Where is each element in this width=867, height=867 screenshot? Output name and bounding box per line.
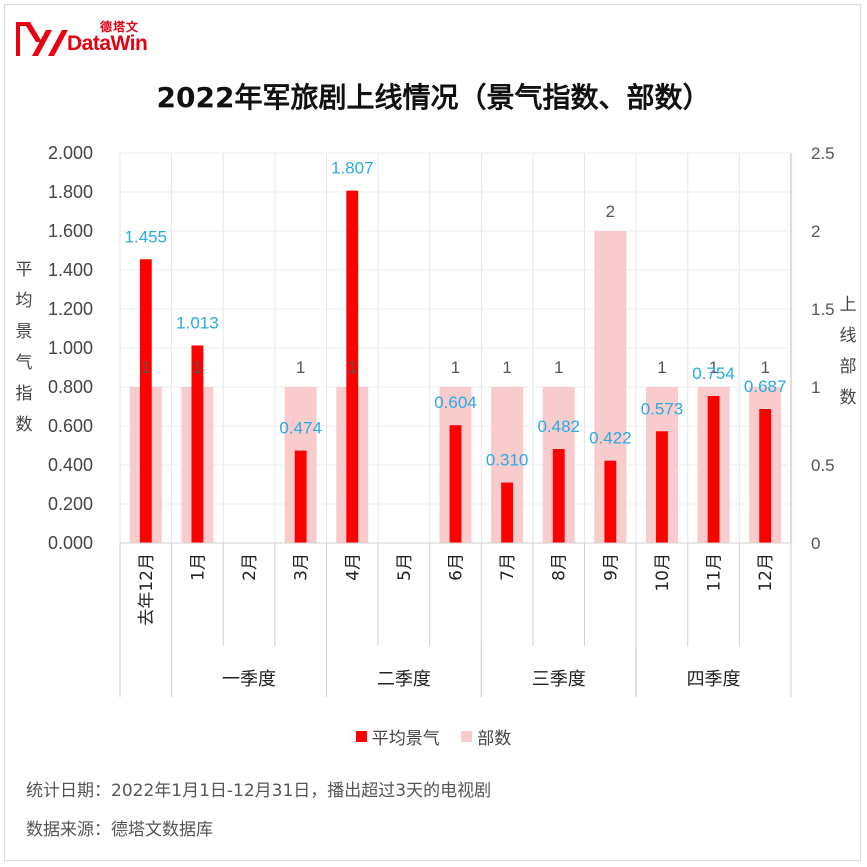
y-tick-left: 0.600 (48, 416, 93, 436)
bar-score (759, 409, 772, 543)
bar-score (191, 345, 204, 543)
logo-mark-icon (16, 22, 68, 56)
x-tick-label: 1月 (188, 553, 208, 581)
data-label-count: 1 (709, 358, 718, 377)
data-label-count: 1 (348, 358, 357, 377)
data-label-count: 1 (141, 358, 150, 377)
data-label-score: 0.573 (641, 399, 684, 418)
data-label-score: 0.310 (486, 451, 529, 470)
data-label-score: 1.455 (125, 227, 168, 246)
group-label: 四季度 (687, 669, 741, 690)
y-tick-left: 0.000 (48, 533, 93, 553)
legend-label-count: 部数 (477, 729, 512, 749)
y-tick-left: 1.000 (48, 338, 93, 358)
y-tick-left: 1.800 (48, 182, 93, 202)
x-tick-label: 2月 (240, 553, 260, 581)
x-tick-label: 3月 (292, 553, 312, 581)
chart-frame (4, 4, 861, 861)
data-label-count: 1 (296, 358, 305, 377)
legend-item-count: 部数 (461, 724, 511, 749)
footer-source-note: 数据来源：德塔文数据库 (26, 820, 213, 840)
y-tick-left: 0.200 (48, 494, 93, 514)
data-label-score: 1.013 (176, 313, 219, 332)
x-tick-label: 10月 (653, 553, 673, 592)
y-tick-left: 1.400 (48, 260, 93, 280)
y-tick-left: 1.200 (48, 299, 93, 319)
bar-score (656, 431, 668, 543)
data-label-count: 1 (451, 358, 460, 377)
logo-text-en: DataWin (67, 32, 148, 55)
logo-text-cn: 德塔文 (100, 20, 140, 34)
y-tick-right: 2.5 (811, 144, 835, 163)
data-label-count: 1 (502, 358, 511, 377)
bar-score (449, 425, 462, 543)
data-label-count: 2 (606, 202, 615, 221)
x-tick-label: 8月 (550, 553, 570, 581)
bar-score (707, 395, 720, 543)
y-tick-left: 1.600 (48, 221, 93, 241)
datawin-logo: 德塔文 DataWin (12, 18, 162, 63)
data-label-count: 1 (760, 358, 769, 377)
x-tick-label: 12月 (756, 553, 776, 592)
y-tick-right: 0.5 (811, 456, 835, 475)
legend-swatch-score (355, 731, 367, 742)
data-label-count: 1 (657, 358, 666, 377)
y-tick-right: 1.5 (811, 300, 835, 319)
y-tick-left: 0.800 (48, 377, 93, 397)
bar-score (346, 190, 359, 543)
data-label-count: 1 (554, 358, 563, 377)
group-label: 一季度 (222, 669, 276, 690)
group-label: 三季度 (532, 669, 586, 690)
data-label-score: 0.474 (279, 419, 322, 438)
y-tick-left: 0.400 (48, 455, 93, 475)
legend: 平均景气 部数 (0, 724, 867, 749)
x-tick-label: 5月 (395, 553, 415, 581)
bar-score (501, 482, 514, 543)
data-label-score: 0.687 (744, 377, 787, 396)
x-tick-label: 7月 (498, 553, 518, 581)
bar-score (139, 259, 152, 543)
data-label-score: 0.604 (434, 393, 477, 412)
y-tick-right: 0 (811, 534, 820, 553)
x-tick-label: 去年12月 (137, 553, 157, 626)
y-axis-left-label: 平均景气指数 (15, 260, 33, 435)
chart-title: 2022年军旅剧上线情况（景气指数、部数） (156, 81, 711, 114)
x-tick-label: 4月 (343, 553, 363, 581)
x-tick-label: 11月 (705, 553, 725, 592)
data-label-count: 1 (193, 358, 202, 377)
footer-date-note: 统计日期：2022年1月1日-12月31日，播出超过3天的电视剧 (26, 781, 492, 801)
data-label-score: 1.807 (331, 159, 374, 178)
y-tick-right: 2 (811, 222, 820, 241)
legend-swatch-count (461, 731, 473, 742)
y-axis-right-label: 上线部数 (839, 295, 857, 408)
y-tick-left: 2.000 (48, 143, 93, 163)
y-tick-right: 1 (811, 378, 820, 397)
bar-score (552, 449, 565, 543)
legend-label-score: 平均景气 (371, 729, 440, 749)
data-label-score: 0.422 (589, 429, 632, 448)
legend-item-score: 平均景气 (355, 724, 440, 749)
data-label-score: 0.754 (692, 364, 735, 383)
group-label: 二季度 (377, 669, 431, 690)
data-label-score: 0.482 (537, 417, 580, 436)
x-tick-label: 9月 (601, 553, 621, 581)
bar-score (604, 460, 617, 543)
bar-score (294, 450, 307, 543)
x-tick-label: 6月 (447, 553, 467, 581)
